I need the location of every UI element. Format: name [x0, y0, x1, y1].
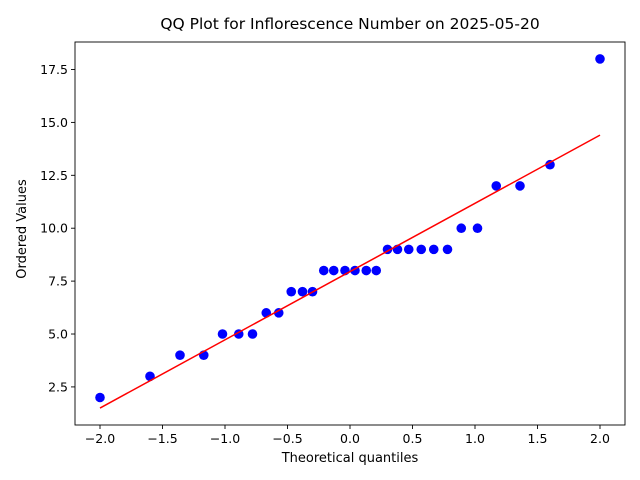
x-axis: −2.0 −1.5 −1.0 −0.5 0.0 0.5 1.0 1.5 2.0: [85, 425, 610, 446]
data-point: [95, 392, 105, 403]
x-tick-label: −0.5: [272, 431, 302, 446]
data-point: [428, 244, 439, 255]
y-tick-label: 15.0: [40, 115, 68, 130]
y-tick-label: 17.5: [40, 62, 68, 77]
y-tick-label: 7.5: [48, 274, 68, 289]
data-point: [361, 265, 372, 276]
data-point: [595, 54, 605, 64]
data-point: [491, 181, 502, 191]
y-tick-label: 2.5: [48, 379, 68, 394]
data-point: [297, 286, 308, 297]
data-point: [247, 329, 258, 339]
x-tick-label: 2.0: [590, 431, 610, 446]
x-axis-title: Theoretical quantiles: [281, 451, 419, 466]
data-point: [328, 265, 339, 276]
x-tick-label: −1.0: [210, 431, 240, 446]
data-point: [442, 244, 453, 255]
data-point: [403, 244, 414, 255]
x-tick-label: −2.0: [85, 431, 115, 446]
plot-frame: [74, 41, 626, 426]
data-point: [456, 223, 467, 234]
fit-line: [99, 134, 601, 409]
data-point: [416, 244, 427, 255]
chart-title: QQ Plot for Inflorescence Number on 2025…: [160, 15, 539, 33]
y-tick-label: 5.0: [48, 327, 68, 342]
data-point: [545, 159, 555, 170]
x-tick-label: 0.5: [403, 431, 423, 446]
data-point: [371, 265, 382, 276]
data-point: [175, 350, 185, 360]
x-tick-label: −1.5: [147, 431, 177, 446]
data-point: [472, 223, 483, 234]
y-tick-label: 10.0: [40, 221, 68, 236]
plot-area: [74, 41, 626, 426]
data-point: [286, 286, 297, 297]
data-point: [217, 329, 228, 339]
data-point: [273, 308, 284, 318]
data-point: [318, 265, 329, 276]
x-tick-label: 1.0: [465, 431, 485, 446]
x-tick-label: 1.5: [528, 431, 548, 446]
y-axis: 2.5 5.0 7.5 10.0 12.5 15.0 17.5: [40, 62, 75, 394]
y-axis-title: Ordered Values: [15, 179, 30, 279]
data-point: [515, 181, 525, 191]
x-tick-label: 0.0: [340, 431, 360, 446]
y-tick-label: 12.5: [40, 168, 68, 183]
